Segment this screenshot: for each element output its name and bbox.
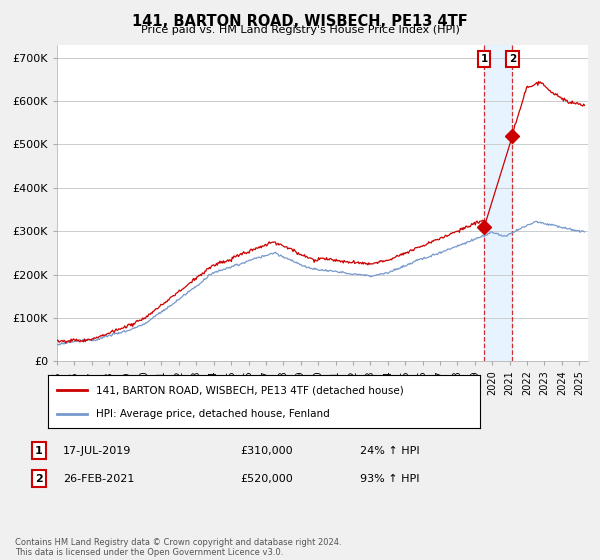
Text: HPI: Average price, detached house, Fenland: HPI: Average price, detached house, Fenl… <box>95 408 329 418</box>
Text: 26-FEB-2021: 26-FEB-2021 <box>63 474 134 484</box>
Text: 17-JUL-2019: 17-JUL-2019 <box>63 446 131 456</box>
Text: 1: 1 <box>481 54 488 64</box>
Text: Contains HM Land Registry data © Crown copyright and database right 2024.
This d: Contains HM Land Registry data © Crown c… <box>15 538 341 557</box>
Text: 2: 2 <box>35 474 43 484</box>
Text: 1: 1 <box>35 446 43 456</box>
Text: Price paid vs. HM Land Registry's House Price Index (HPI): Price paid vs. HM Land Registry's House … <box>140 25 460 35</box>
Text: 141, BARTON ROAD, WISBECH, PE13 4TF: 141, BARTON ROAD, WISBECH, PE13 4TF <box>132 14 468 29</box>
Text: 141, BARTON ROAD, WISBECH, PE13 4TF (detached house): 141, BARTON ROAD, WISBECH, PE13 4TF (det… <box>95 385 403 395</box>
Text: £310,000: £310,000 <box>240 446 293 456</box>
Text: 93% ↑ HPI: 93% ↑ HPI <box>360 474 419 484</box>
Text: 24% ↑ HPI: 24% ↑ HPI <box>360 446 419 456</box>
Text: 2: 2 <box>509 54 516 64</box>
Bar <box>484 45 512 361</box>
Text: £520,000: £520,000 <box>240 474 293 484</box>
